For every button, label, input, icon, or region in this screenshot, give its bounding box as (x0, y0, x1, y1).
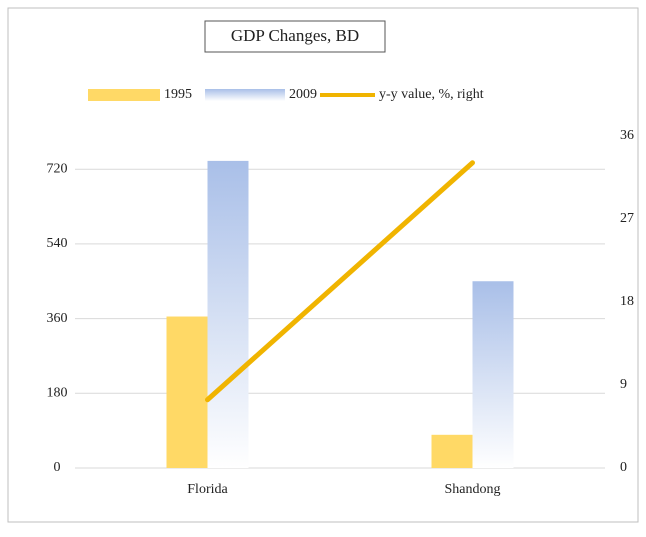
legend-label: 1995 (164, 87, 192, 102)
y-tick-label: 540 (47, 236, 68, 251)
bar (472, 281, 514, 468)
y2-tick-label: 36 (620, 128, 634, 143)
bar (207, 160, 249, 468)
chart-title: GDP Changes, BD (231, 26, 359, 45)
y-tick-label: 360 (47, 311, 68, 326)
title-box (204, 20, 386, 53)
legend-swatch (88, 89, 160, 101)
y-tick-label: 0 (54, 460, 61, 475)
bar (431, 434, 473, 468)
bar (166, 316, 208, 468)
x-tick-label: Shandong (445, 482, 501, 497)
legend-label: y-y value, %, right (379, 87, 484, 102)
y-tick-label: 180 (47, 386, 68, 401)
legend-swatch (205, 89, 285, 101)
y2-tick-label: 0 (620, 460, 627, 475)
chart-border (7, 7, 639, 523)
y2-tick-label: 27 (620, 211, 634, 226)
legend-label: 2009 (289, 87, 317, 102)
y2-tick-label: 18 (620, 294, 634, 309)
y-tick-label: 720 (47, 161, 68, 176)
x-tick-label: Florida (187, 482, 228, 497)
y2-tick-label: 9 (620, 377, 627, 392)
line-series (205, 160, 475, 403)
